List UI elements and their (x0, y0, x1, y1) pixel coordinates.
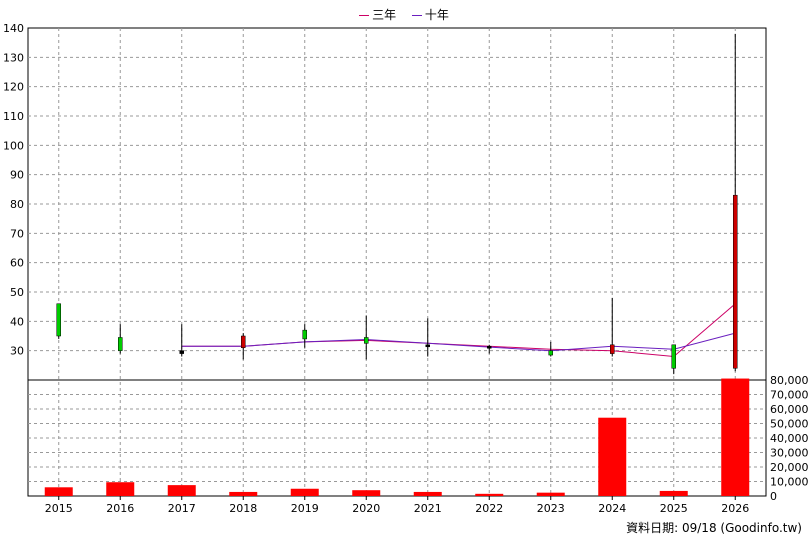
volume-tick-label: 70,000 (770, 389, 808, 402)
candle-body (487, 346, 492, 349)
volume-bar (290, 488, 319, 496)
x-tick-label: 2019 (291, 502, 319, 515)
x-tick-label: 2023 (537, 502, 565, 515)
price-tick-label: 80 (10, 198, 24, 211)
x-tick-label: 2021 (414, 502, 442, 515)
candle-body (610, 344, 615, 354)
price-tick-label: 30 (10, 345, 24, 358)
volume-bar (106, 482, 135, 496)
price-tick-label: 50 (10, 286, 24, 299)
price-tick-label: 60 (10, 257, 24, 270)
candle-body (548, 350, 553, 356)
volume-bar (44, 487, 73, 496)
price-tick-label: 70 (10, 227, 24, 240)
candle-body (241, 335, 246, 348)
volume-bar (352, 490, 381, 496)
volume-bar (536, 492, 565, 496)
legend-swatch-10yr (411, 15, 422, 16)
candle-body (118, 337, 123, 351)
legend-label-10yr: 十年 (424, 8, 449, 22)
candle-body (671, 344, 676, 369)
chart-legend: 三年 十年 (0, 6, 808, 23)
volume-tick-label: 60,000 (770, 403, 808, 416)
x-tick-label: 2022 (475, 502, 503, 515)
price-tick-label: 90 (10, 169, 24, 182)
data-date-footer: 資料日期: 09/18 (Goodinfo.tw) (626, 521, 802, 535)
volume-bar (229, 491, 258, 496)
volume-tick-label: 80,000 (770, 374, 808, 387)
x-tick-label: 2018 (229, 502, 257, 515)
price-tick-label: 110 (3, 110, 24, 123)
volume-bar (598, 417, 627, 496)
x-tick-label: 2025 (660, 502, 688, 515)
series-line (181, 332, 736, 352)
legend-label-3yr: 三年 (372, 8, 397, 22)
legend-item-10yr: 十年 (411, 6, 449, 23)
legend-item-3yr: 三年 (359, 6, 396, 23)
price-tick-label: 40 (10, 315, 24, 328)
plot-frame (27, 27, 767, 497)
x-tick-label: 2017 (168, 502, 196, 515)
x-tick-label: 2015 (45, 502, 73, 515)
volume-tick-label: 50,000 (770, 418, 808, 431)
candle-body (56, 303, 61, 337)
price-tick-label: 130 (3, 51, 24, 64)
candle-body (364, 337, 369, 344)
x-tick-label: 2020 (352, 502, 380, 515)
price-tick-label: 120 (3, 81, 24, 94)
volume-bar (721, 378, 750, 496)
volume-tick-label: 30,000 (770, 447, 808, 460)
volume-tick-label: 10,000 (770, 476, 808, 489)
x-tick-label: 2024 (598, 502, 626, 515)
candle-body (733, 194, 738, 369)
price-tick-label: 140 (3, 22, 24, 35)
volume-bar (413, 491, 442, 496)
price-tick-label: 100 (3, 139, 24, 152)
legend-swatch-3yr (359, 15, 370, 16)
x-tick-label: 2026 (721, 502, 749, 515)
x-tick-label: 2016 (106, 502, 134, 515)
volume-bar (475, 493, 504, 496)
volume-tick-label: 20,000 (770, 461, 808, 474)
candle-body (425, 344, 430, 348)
candle-body (302, 329, 307, 340)
volume-bar (659, 490, 688, 496)
volume-tick-label: 0 (770, 490, 777, 503)
volume-tick-label: 40,000 (770, 432, 808, 445)
volume-bar (167, 485, 196, 496)
candle-body (179, 350, 184, 354)
